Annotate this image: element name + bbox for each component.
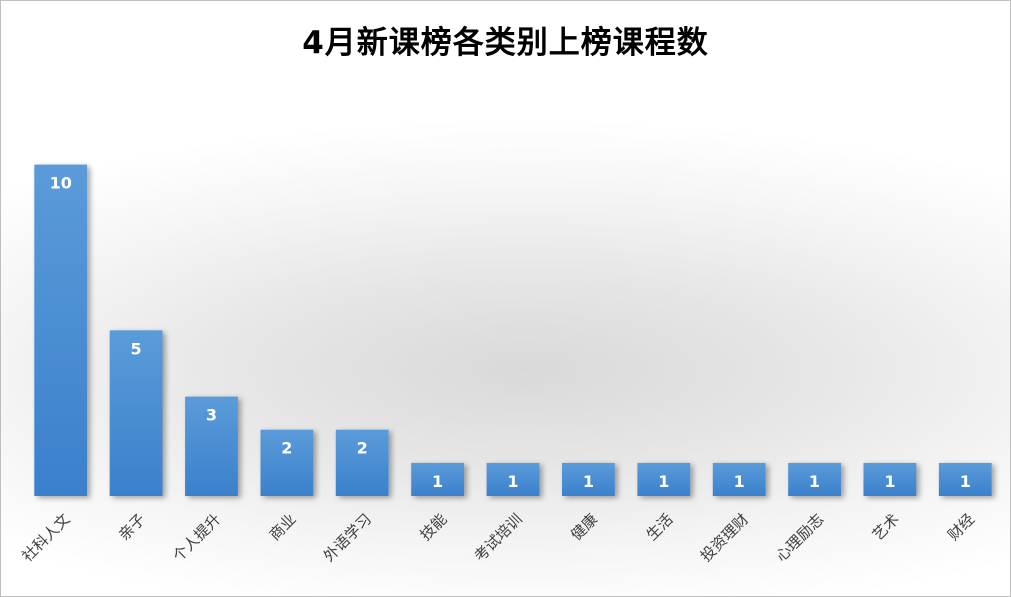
bar-value-label: 3	[206, 406, 217, 425]
bar-value-label: 5	[131, 339, 142, 358]
category-label: 亲子	[115, 510, 149, 544]
category-label: 心理励志	[772, 510, 827, 565]
bar-value-label: 1	[960, 472, 971, 491]
bar-6	[486, 462, 540, 496]
category-label: 健康	[567, 510, 601, 544]
category-label: 财经	[944, 510, 978, 544]
bar-value-label: 2	[281, 439, 292, 458]
bar-value-label: 10	[50, 174, 72, 193]
category-label: 艺术	[869, 510, 903, 544]
bar-value-label: 1	[809, 472, 820, 491]
bar-value-label: 2	[357, 439, 368, 458]
bar-value-label: 1	[734, 472, 745, 491]
bar-11	[863, 462, 917, 496]
bar-1	[109, 330, 163, 496]
bar-value-label: 1	[658, 472, 669, 491]
category-label: 生活	[643, 510, 677, 544]
category-label: 考试培训	[471, 510, 526, 565]
bar-5	[411, 462, 464, 496]
bar-8	[637, 462, 691, 496]
bar-2	[185, 396, 238, 496]
category-labels-layer: 社科人文 亲子 个人提升 商业 外语学习 技能 考试培训 健康 生活 投资理财 心理励志 艺术 财经	[18, 510, 978, 565]
bars-layer	[34, 164, 992, 496]
bar-10	[788, 462, 841, 496]
bar-0	[34, 164, 88, 496]
bar-7	[562, 462, 615, 496]
bar-3	[260, 429, 314, 496]
bar-value-label: 1	[432, 472, 443, 491]
value-labels-layer: 10 5 3 2 2 1 1 1 1 1 1 1 1	[50, 174, 971, 491]
category-label: 外语学习	[320, 510, 375, 565]
category-label: 技能	[416, 510, 450, 544]
chart-title: 4月新课榜各类别上榜课程数	[302, 25, 709, 61]
bar-value-label: 1	[583, 472, 594, 491]
bar-4	[335, 429, 389, 496]
category-label: 社科人文	[18, 510, 73, 565]
category-label: 个人提升	[169, 510, 224, 565]
bar-9	[712, 462, 766, 496]
category-label: 商业	[266, 510, 300, 544]
category-label: 投资理财	[697, 510, 752, 565]
bar-value-label: 1	[884, 472, 895, 491]
bar-12	[938, 462, 992, 496]
bar-value-label: 1	[507, 472, 518, 491]
